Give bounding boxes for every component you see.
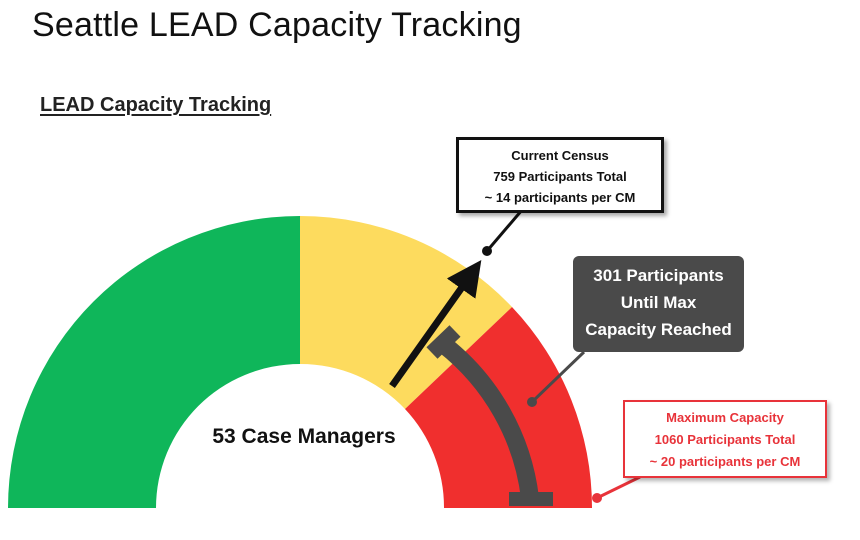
remaining-capacity-bracket	[437, 336, 539, 500]
current-census-pointer	[389, 260, 482, 389]
remaining-capacity-callout: 301 Participants Until Max Capacity Reac…	[573, 256, 744, 352]
census-callout-total: 759 Participants Total	[493, 169, 627, 184]
maximum-capacity-callout: Maximum Capacity 1060 Participants Total…	[623, 400, 827, 478]
max-callout-total: 1060 Participants Total	[654, 432, 796, 447]
max-leader-dot	[592, 493, 602, 503]
max-callout-ratio: ~ 20 participants per CM	[649, 454, 801, 469]
max-callout-title: Maximum Capacity	[666, 410, 784, 425]
remaining-leader-dot	[527, 397, 537, 407]
gauge-center-label: 53 Case Managers	[212, 425, 396, 448]
census-leader-line	[485, 209, 524, 252]
chart-subtitle: LEAD Capacity Tracking	[40, 94, 272, 116]
remaining-callout-line3: Capacity Reached	[585, 320, 732, 339]
remaining-callout-line1: 301 Participants	[593, 266, 724, 285]
gauge-segment-green	[8, 216, 300, 508]
slide-title: Seattle LEAD Capacity Tracking	[32, 6, 522, 44]
remaining-callout-line2: Until Max	[620, 293, 697, 312]
current-census-callout: Current Census 759 Participants Total ~ …	[456, 137, 664, 213]
bracket-start-cap	[426, 325, 461, 359]
census-leader-dot	[482, 246, 492, 256]
max-leader-line	[596, 475, 641, 500]
remaining-leader-line	[530, 350, 586, 404]
census-callout-title: Current Census	[511, 148, 609, 163]
census-callout-ratio: ~ 14 participants per CM	[484, 190, 636, 205]
